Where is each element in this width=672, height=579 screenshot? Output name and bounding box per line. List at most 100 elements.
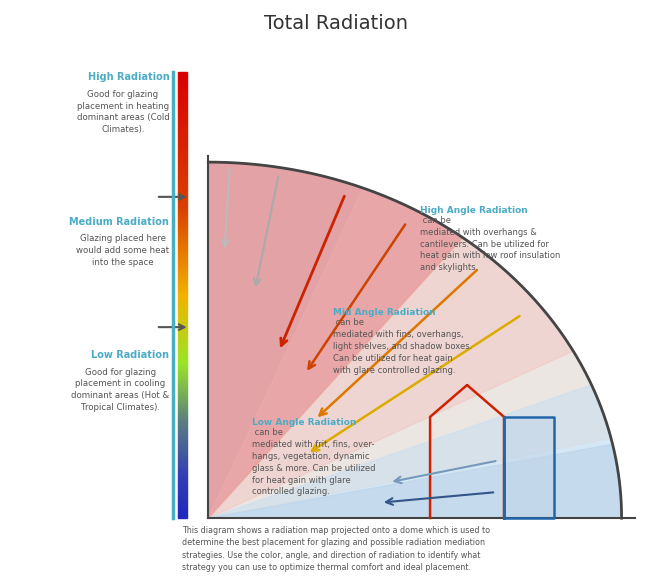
Bar [178,489,187,492]
Text: Mid Angle Radiation: Mid Angle Radiation [333,308,435,317]
Bar [178,251,187,253]
Bar [178,316,187,317]
Bar [178,349,187,351]
Polygon shape [504,417,554,518]
Bar [178,309,187,311]
Bar [178,427,187,429]
Bar [178,387,187,389]
Bar [178,376,187,378]
Bar [178,124,187,126]
Bar [178,402,187,405]
Bar [178,453,187,456]
Bar [178,395,187,398]
Bar [178,271,187,273]
Bar [178,148,187,151]
Bar [178,79,187,81]
Bar [178,112,187,115]
Bar [178,422,187,424]
Bar [178,335,187,338]
Bar [178,266,187,269]
Bar [178,496,187,498]
Bar [178,90,187,93]
Bar [178,122,187,124]
Bar [178,345,187,347]
Bar [178,373,187,376]
Text: can be
mediated with fins, overhangs,
light shelves, and shadow boxes.
Can be ut: can be mediated with fins, overhangs, li… [333,318,472,375]
Bar [178,378,187,380]
Bar [178,364,187,367]
Bar [178,182,187,184]
Bar [178,492,187,494]
Bar [178,186,187,188]
Bar [178,340,187,342]
Bar [178,217,187,219]
Bar [178,445,187,447]
Bar [178,474,187,476]
Bar [178,177,187,179]
Bar [178,99,187,101]
Bar [178,442,187,445]
Bar [178,135,187,137]
Bar [178,471,187,474]
Bar [178,449,187,452]
Bar [178,273,187,275]
Bar [178,429,187,431]
Bar [178,224,187,226]
Bar [178,153,187,155]
Bar [178,197,187,199]
Bar [178,331,187,333]
Bar [178,362,187,364]
Polygon shape [208,162,622,518]
Polygon shape [208,237,611,518]
Bar [178,324,187,327]
Bar [178,162,187,164]
Bar [178,304,187,306]
Bar [178,458,187,460]
Bar [178,405,187,406]
Bar [178,175,187,177]
Bar [178,436,187,438]
Bar [178,440,187,442]
Bar [178,86,187,88]
Bar [178,208,187,211]
Bar [178,166,187,168]
Bar [178,206,187,208]
Bar [178,476,187,478]
Bar [178,280,187,282]
Bar [178,240,187,242]
Bar [178,139,187,141]
Bar [178,77,187,79]
Bar [178,510,187,511]
Bar [178,144,187,146]
Bar [178,179,187,182]
Bar [178,93,187,94]
Bar [178,151,187,153]
Bar [178,269,187,271]
Bar [178,133,187,135]
Bar [178,460,187,463]
Bar [178,184,187,186]
Bar [178,485,187,487]
Bar [178,333,187,335]
Text: This diagram shows a radiation map projected onto a dome which is used to
determ: This diagram shows a radiation map proje… [182,526,490,572]
Bar [178,391,187,393]
Bar [178,482,187,485]
Text: Good for glazing
placement in heating
dominant areas (Cold
Climates).: Good for glazing placement in heating do… [77,90,169,134]
Bar [178,494,187,496]
Bar [178,233,187,235]
Bar [178,465,187,467]
Text: Glazing placed here
would add some heat
into the space: Glazing placed here would add some heat … [76,234,169,267]
Bar [178,398,187,400]
Bar [178,193,187,195]
Bar [178,322,187,324]
Bar [178,413,187,416]
Bar [178,338,187,340]
Bar [178,295,187,298]
Bar [178,199,187,201]
Bar [178,311,187,313]
Bar [178,277,187,280]
Bar [178,141,187,144]
Bar [178,380,187,382]
Bar [178,384,187,387]
Bar [178,115,187,117]
